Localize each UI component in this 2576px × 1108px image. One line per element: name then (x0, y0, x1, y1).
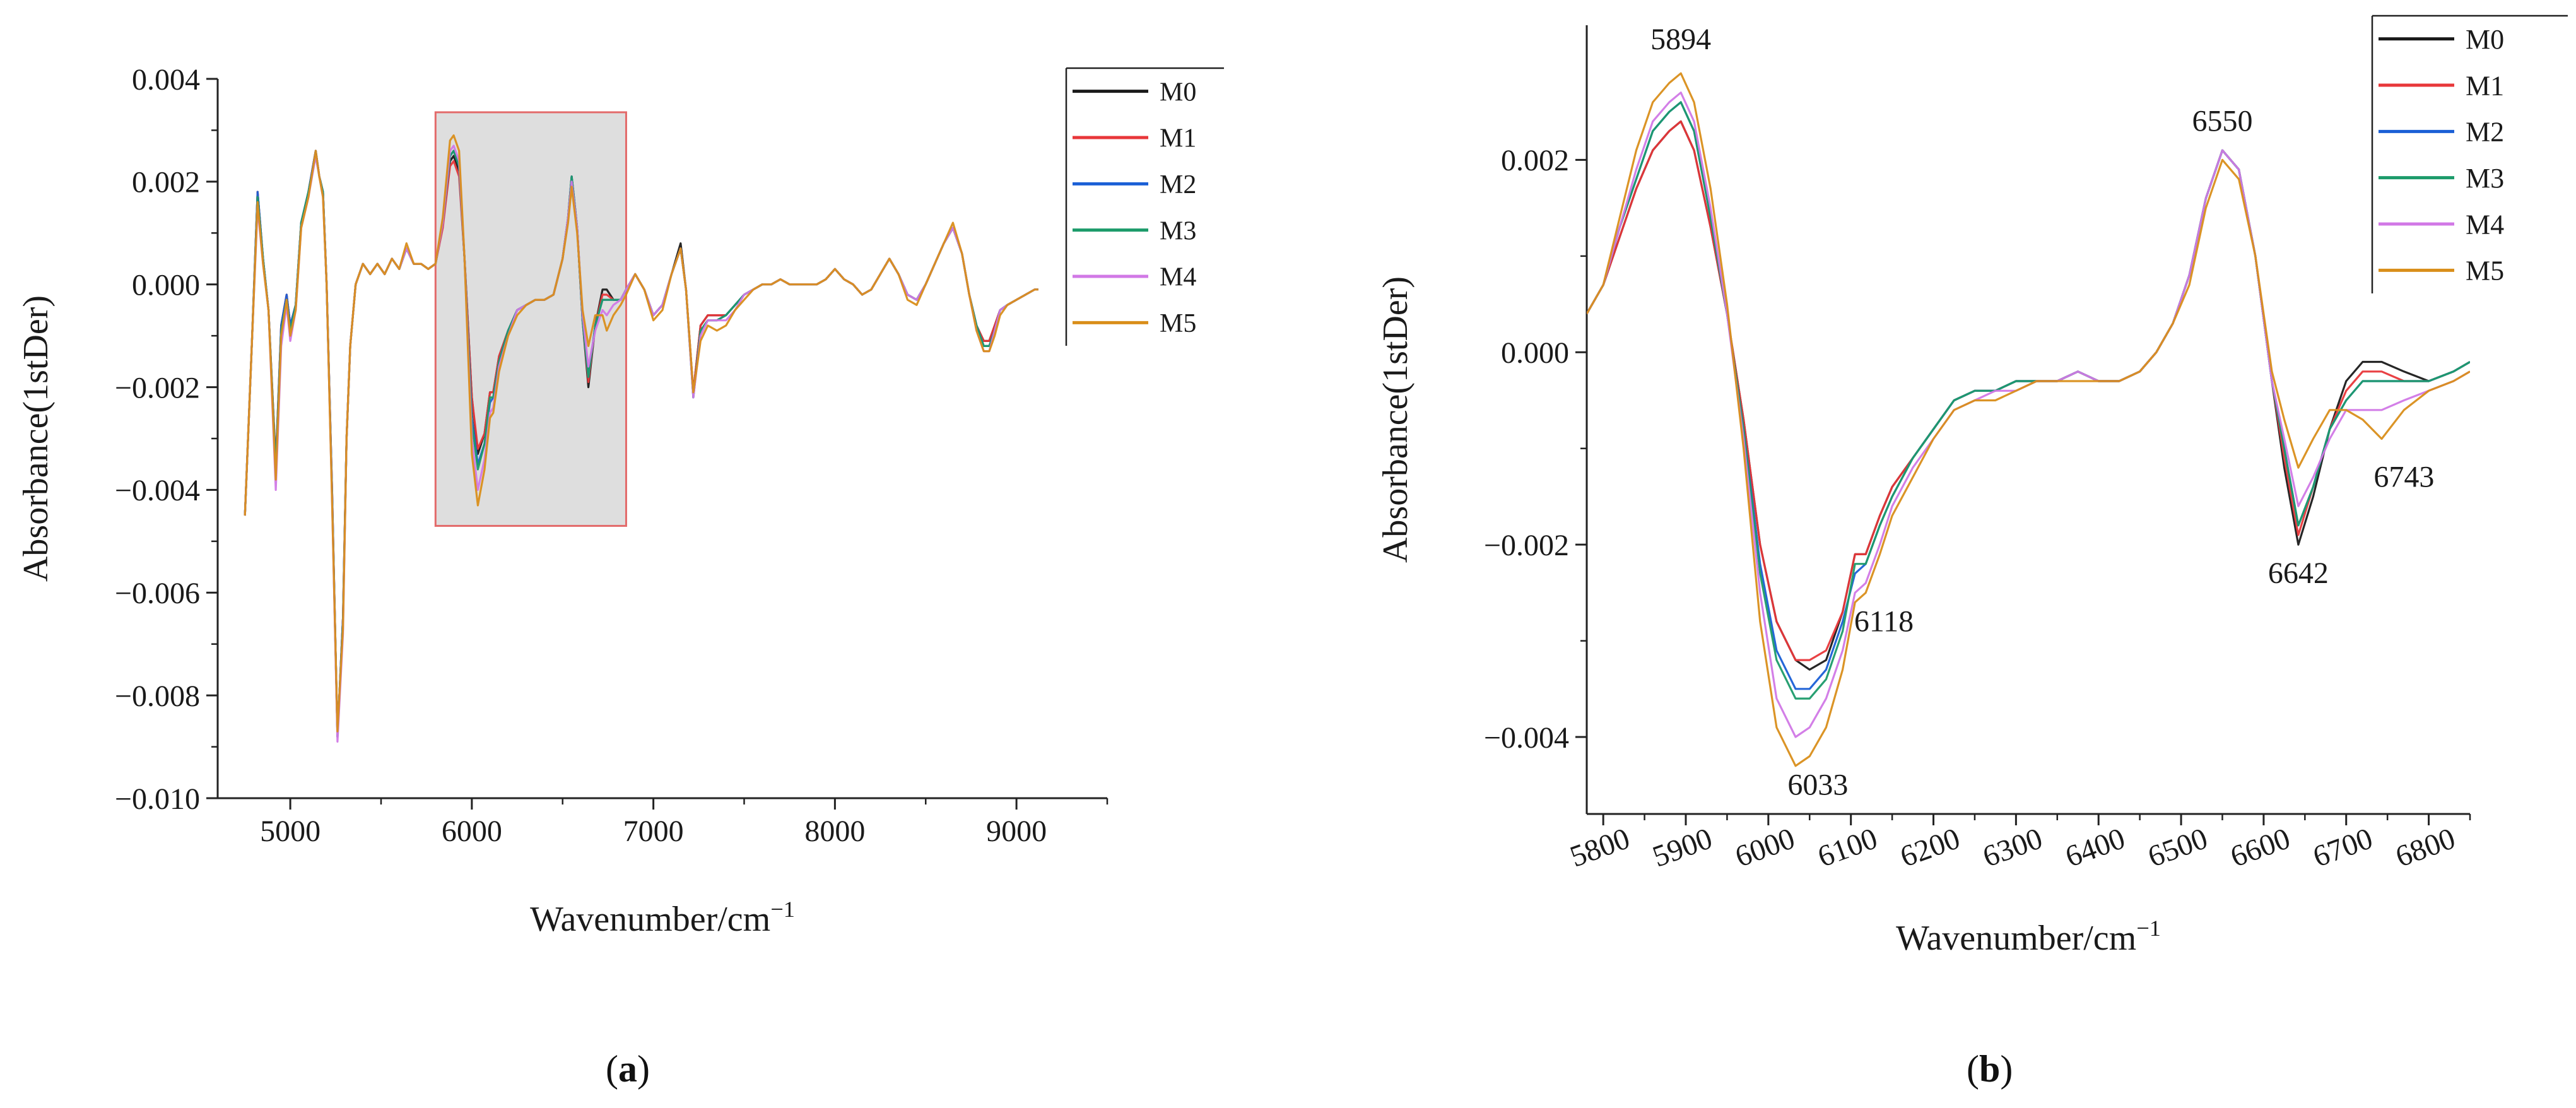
peak-annotation: 6033 (1787, 769, 1848, 802)
legend: M0 M1 M2 M3 M4 M5 (1065, 67, 1224, 346)
y-tick-label: 0.002 (132, 166, 200, 199)
legend-label-m4: M4 (1160, 263, 1196, 292)
x-axis-label-text: Wavenumber/cm (530, 900, 770, 939)
legend-label-m1: M1 (2466, 70, 2504, 101)
peak-annotation: 5894 (1650, 23, 1711, 56)
series-line-m0 (244, 150, 1038, 738)
series-line-m4 (1587, 91, 2470, 738)
series-line-m1 (1587, 120, 2470, 661)
series-line-m3 (1587, 101, 2470, 700)
x-tick-label: 6600 (2226, 822, 2294, 874)
y-tick-label: −0.006 (115, 577, 200, 610)
y-tick-label: 0.004 (132, 63, 200, 97)
x-tick-label: 6800 (2391, 822, 2459, 874)
y-tick-label: 0.000 (132, 269, 200, 302)
series-line-m5 (1587, 72, 2470, 767)
y-tick-label: −0.004 (115, 474, 200, 507)
legend-label-m5: M5 (1160, 309, 1196, 338)
panel-label-b: (b) (1967, 1048, 2013, 1090)
series-line-m2 (1587, 101, 2470, 690)
series-line-m0 (1587, 120, 2470, 671)
y-tick-label: −0.004 (1484, 721, 1569, 755)
series-line-m5 (244, 134, 1038, 733)
peak-annotation: 6550 (2192, 105, 2252, 138)
x-tick-label: 6000 (1731, 822, 1799, 874)
x-tick-label: 6300 (1979, 822, 2047, 874)
legend-label-m2: M2 (2466, 117, 2504, 148)
legend-label-m3: M3 (2466, 163, 2504, 194)
x-axis-label-text: Wavenumber/cm (1896, 919, 2136, 958)
panel-label-a: (a) (606, 1048, 650, 1090)
series-line-m2 (244, 150, 1038, 738)
x-tick-label: 6400 (2061, 822, 2129, 874)
series-line-m4 (244, 144, 1038, 743)
y-axis-label: Absorbance(1stDer) (16, 295, 56, 582)
chart-a: −0.010 −0.008 −0.006 −0.004 −0.002 0.000 0.002… (16, 63, 1224, 939)
legend-label-m3: M3 (1160, 216, 1196, 245)
x-axis-label: Wavenumber/cm−1 (530, 897, 795, 939)
x-tick-label: 7000 (623, 815, 684, 848)
peak-annotation: 6642 (2268, 557, 2329, 590)
peak-annotation: 6118 (1854, 604, 1914, 638)
x-tick-label: 5900 (1649, 822, 1717, 874)
x-tick-label: 6700 (2308, 822, 2377, 874)
x-tick-label: 5000 (260, 815, 321, 848)
legend-label-m1: M1 (1160, 124, 1196, 153)
series-line-m3 (244, 150, 1038, 738)
x-axis-label-superscript: −1 (770, 897, 795, 922)
y-tick-label: 0.002 (1501, 144, 1569, 177)
legend-label-m0: M0 (2466, 24, 2504, 55)
chart-b: −0.004 −0.002 0.000 0.002 5800 5900 6000 6100 62… (1376, 15, 2568, 958)
y-tick-label: −0.002 (1484, 529, 1569, 562)
y-tick-label: −0.008 (115, 680, 200, 713)
x-axis-label: Wavenumber/cm−1 (1896, 916, 2161, 958)
series-line-m1 (244, 150, 1038, 738)
legend-label-m0: M0 (1160, 78, 1196, 107)
x-axis-label-superscript: −1 (2136, 916, 2161, 941)
x-tick-label: 6000 (442, 815, 502, 848)
y-tick-label: 0.000 (1501, 336, 1569, 370)
x-tick-label: 6100 (1813, 822, 1881, 874)
legend-label-m5: M5 (2466, 256, 2504, 286)
x-tick-label: 6200 (1896, 822, 1964, 874)
y-tick-label: −0.002 (115, 371, 200, 404)
x-tick-label: 8000 (804, 815, 865, 848)
peak-annotation: 6743 (2373, 461, 2434, 494)
x-tick-label: 9000 (986, 815, 1047, 848)
legend-label-m2: M2 (1160, 170, 1196, 199)
x-tick-label: 6500 (2144, 822, 2212, 874)
legend-label-m4: M4 (2466, 209, 2504, 240)
y-tick-label: −0.010 (115, 782, 200, 816)
legend: M0 M1 M2 M3 M4 M5 (2371, 15, 2568, 293)
x-tick-label: 5800 (1566, 822, 1634, 874)
y-axis-label: Absorbance(1stDer) (1376, 276, 1415, 563)
